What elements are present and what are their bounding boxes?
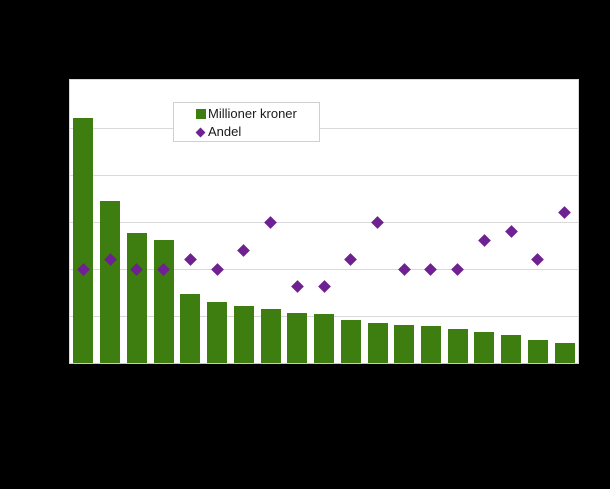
bar-millioner-kroner xyxy=(501,334,522,363)
marker-andel-diamond-icon xyxy=(371,215,384,229)
gridline xyxy=(70,222,578,223)
marker-andel-diamond-icon xyxy=(317,280,331,294)
bar-millioner-kroner xyxy=(100,200,121,363)
marker-andel-diamond-icon xyxy=(424,262,438,276)
bar-millioner-kroner xyxy=(287,312,308,363)
marker-andel-diamond-icon xyxy=(478,234,491,248)
bar-millioner-kroner xyxy=(420,325,441,363)
plot-area xyxy=(69,79,579,364)
marker-andel-diamond-icon xyxy=(210,262,224,276)
bar-millioner-kroner xyxy=(207,301,228,363)
marker-andel-diamond-icon xyxy=(264,215,277,229)
bar-millioner-kroner xyxy=(126,232,147,363)
bar-millioner-kroner xyxy=(153,239,174,363)
bar-millioner-kroner xyxy=(367,322,388,363)
legend-item-andel: Andel xyxy=(195,123,319,141)
bar-millioner-kroner xyxy=(340,320,361,363)
bar-millioner-kroner xyxy=(73,118,94,363)
marker-andel-diamond-icon xyxy=(558,206,571,219)
marker-andel-diamond-icon xyxy=(531,253,545,266)
bar-millioner-kroner xyxy=(527,340,548,363)
marker-andel-diamond-icon xyxy=(344,253,358,266)
marker-andel-diamond-icon xyxy=(290,280,304,294)
legend: Millioner kroner Andel xyxy=(173,102,320,142)
gridline xyxy=(70,269,578,270)
bar-millioner-kroner xyxy=(394,324,415,363)
plot-series-layer xyxy=(70,80,578,363)
bar-millioner-kroner xyxy=(314,313,334,363)
bar-millioner-kroner xyxy=(474,332,495,363)
marker-andel-diamond-icon xyxy=(183,253,197,266)
bar-millioner-kroner xyxy=(233,306,254,363)
bar-millioner-kroner xyxy=(180,293,201,363)
diamond-marker-swatch-icon xyxy=(195,127,206,137)
marker-andel-diamond-icon xyxy=(237,243,251,257)
marker-andel-diamond-icon xyxy=(397,262,411,276)
gridline xyxy=(70,175,578,176)
legend-label-millioner-kroner: Millioner kroner xyxy=(208,106,297,121)
bar-series-swatch-icon xyxy=(196,109,206,119)
gridline xyxy=(70,128,578,129)
marker-andel-diamond-icon xyxy=(504,225,518,238)
bar-millioner-kroner xyxy=(447,329,468,363)
legend-item-millioner-kroner: Millioner kroner xyxy=(196,105,319,123)
marker-andel-diamond-icon xyxy=(451,262,465,276)
legend-label-andel: Andel xyxy=(208,124,242,139)
bar-millioner-kroner xyxy=(260,308,281,363)
bar-millioner-kroner xyxy=(554,342,575,363)
